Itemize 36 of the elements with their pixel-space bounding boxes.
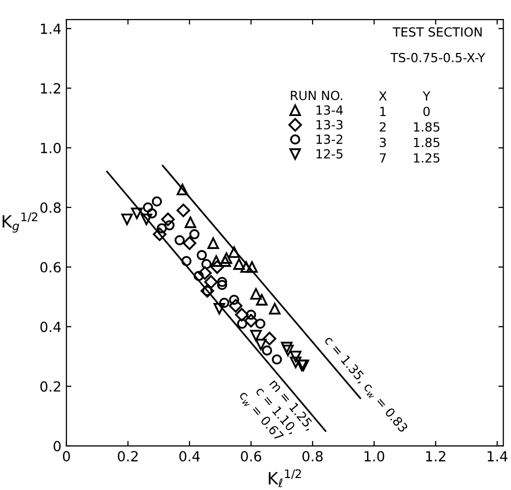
y-tick-label: 0.8 (40, 202, 61, 213)
annotation: TS-0.75-0.5-X-Y (390, 52, 486, 62)
y-tick-label: 0.4 (40, 322, 61, 332)
legend-title: RUN NO. (290, 90, 342, 100)
annotation: 1 (380, 106, 386, 116)
x-tick-label: 0 (62, 451, 70, 462)
y-tick-label: 0 (54, 440, 61, 452)
x-tick-label: 1.4 (488, 451, 508, 462)
annotation: 2 (380, 122, 386, 132)
annotation: Y (422, 91, 430, 100)
x-tick-label: 0.4 (179, 451, 200, 462)
annotation: 1.85 (414, 138, 440, 148)
x-tick-label: 0.8 (302, 451, 323, 462)
legend-label: 13-4 (316, 105, 343, 115)
annotation: c = 1.35, c$_{w}$ = 0.83 (322, 335, 408, 434)
legend-label: 13-2 (316, 134, 342, 144)
x-tick-label: 1.0 (364, 451, 384, 462)
annotation: 1.85 (414, 122, 440, 132)
annotation: 0 (423, 106, 430, 116)
annotation: 3 (380, 138, 386, 148)
y-axis-title: K$_{g}$$^{1/2}$ (2, 212, 38, 233)
annotation: 7 (380, 153, 386, 162)
x-axis-title: K$_{ℓ}$$^{1/2}$ (268, 469, 301, 488)
legend-label: 12-5 (316, 149, 342, 159)
legend-label: 13-3 (316, 120, 343, 130)
x-tick-label: 0.2 (118, 451, 138, 462)
y-tick-label: 1.0 (41, 142, 61, 154)
x-tick-label: 0.6 (240, 451, 262, 462)
annotation: X (378, 91, 387, 100)
annotation: 1.25 (414, 153, 440, 163)
y-tick-label: 1.4 (41, 24, 61, 34)
y-tick-label: 0.2 (40, 381, 60, 392)
annotation: TEST SECTION (392, 27, 482, 37)
y-tick-label: 0.6 (40, 262, 61, 273)
y-tick-label: 1.2 (41, 83, 60, 94)
x-tick-label: 1.2 (426, 451, 446, 462)
